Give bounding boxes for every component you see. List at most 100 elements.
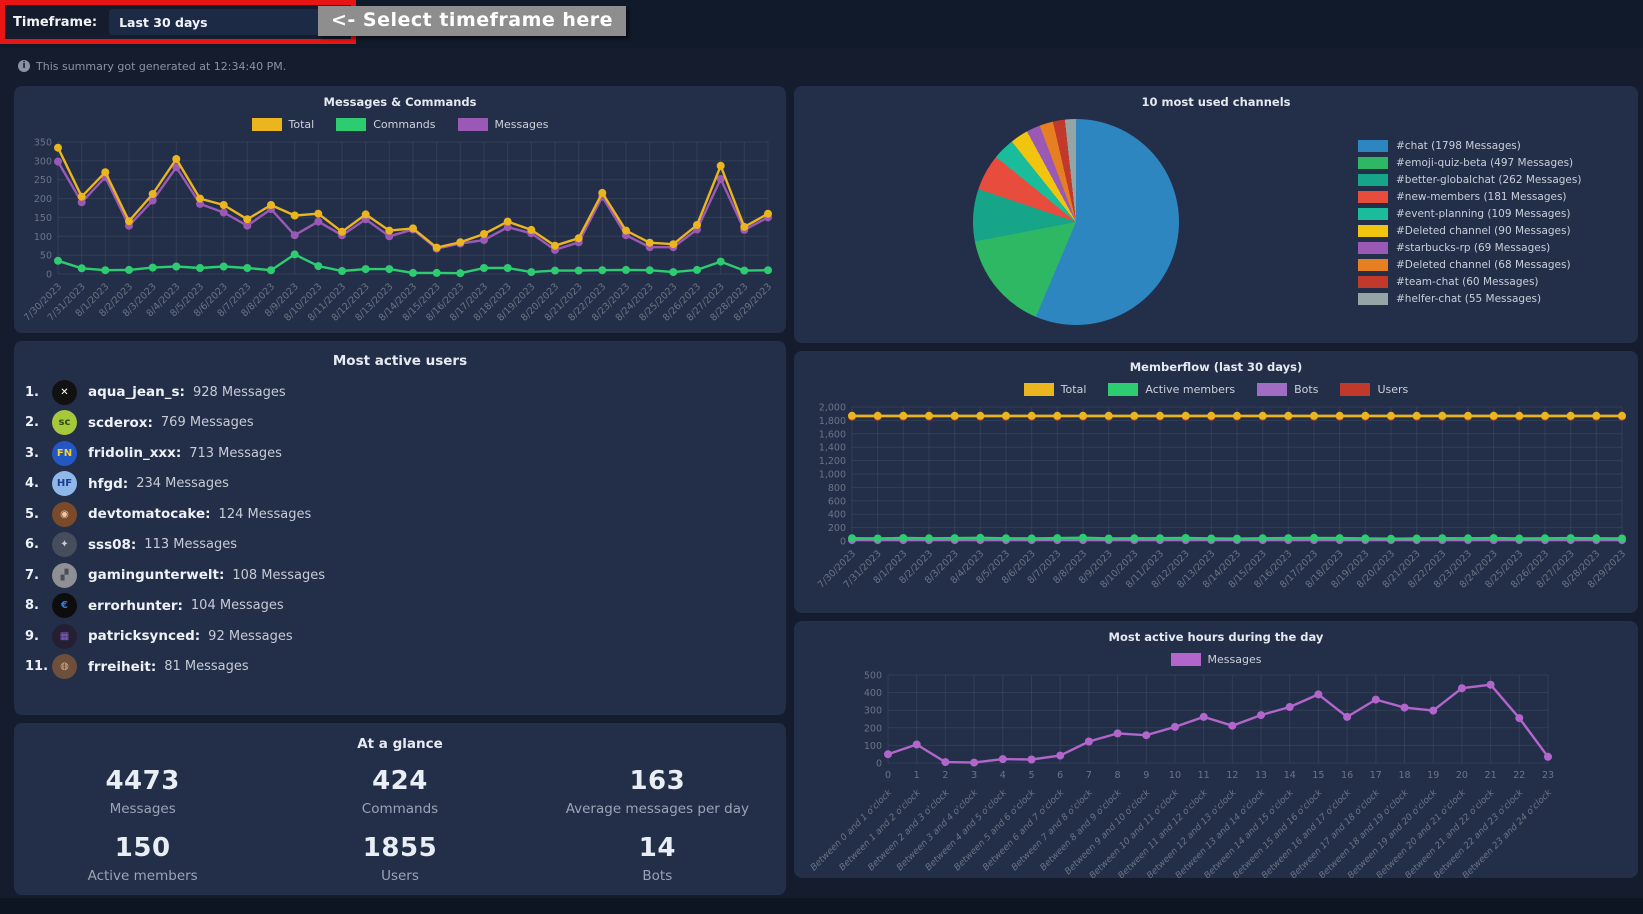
- svg-text:7: 7: [1086, 770, 1092, 781]
- user-row: 4. HF hfgd: 234 Messages: [14, 469, 786, 500]
- svg-text:9: 9: [1143, 770, 1149, 781]
- pie-legend-item[interactable]: #helfer-chat (55 Messages): [1358, 292, 1632, 305]
- svg-text:200: 200: [864, 723, 882, 734]
- glance-stat-value: 424: [372, 766, 428, 796]
- pie-legend-item[interactable]: #starbucks-rp (69 Messages): [1358, 241, 1632, 254]
- pie-legend-item[interactable]: #Deleted channel (68 Messages): [1358, 258, 1632, 271]
- memberflow-chart: 0 200 400 600 800 1,000 1,200 1,400 1,600 1,800 2,…: [794, 397, 1638, 603]
- user-avatar: ✦: [52, 532, 77, 558]
- glance-stat: 163 Average messages per day: [529, 766, 786, 817]
- messages-commands-chart: 0 50 100 150 200 250 300 350 7/30/2023 7/31/2023 8…: [14, 132, 786, 333]
- user-avatar: ◉: [52, 501, 77, 527]
- user-message-count: 124 Messages: [218, 506, 312, 522]
- pie-legend-label: #emoji-quiz-beta (497 Messages): [1396, 156, 1574, 169]
- pie-legend-item[interactable]: #new-members (181 Messages): [1358, 190, 1632, 203]
- legend-item-bots[interactable]: Bots: [1257, 382, 1318, 396]
- most-active-users-list: 1. ✕ aqua_jean_s: 928 Messages 2. sc scderox: 7…: [14, 377, 786, 682]
- channels-pie-legend: #chat (1798 Messages) #emoji-quiz-beta (4…: [1358, 109, 1638, 335]
- timeframe-label: Timeframe:: [13, 14, 98, 30]
- legend-label: Messages: [1207, 652, 1262, 666]
- user-avatar: HF: [52, 471, 77, 497]
- left-column: Messages & Commands Total Commands Message…: [14, 86, 786, 895]
- svg-text:0: 0: [876, 759, 882, 770]
- user-message-count: 113 Messages: [144, 537, 237, 553]
- user-rank: 9.: [25, 628, 39, 644]
- svg-text:0: 0: [840, 537, 846, 548]
- glance-stat-label: Users: [381, 868, 419, 884]
- legend-item-commands[interactable]: Commands: [336, 117, 436, 131]
- user-name: devtomatocake:: [88, 506, 211, 523]
- svg-text:11: 11: [1198, 770, 1210, 781]
- bottom-band: [0, 898, 1643, 914]
- info-icon: i: [18, 60, 30, 72]
- active-hours-chart: 0 100 200 300 400 500 0 1 2 3 4 5 6 7 8 9 10 11 12 13 14 15 16…: [794, 667, 1638, 879]
- user-row: 9. ▦ patricksynced: 92 Messages: [14, 621, 786, 652]
- user-name: frreiheit:: [88, 658, 157, 675]
- glance-stat: 424 Commands: [271, 766, 528, 817]
- svg-text:20: 20: [1456, 770, 1468, 781]
- most-active-users-panel: Most active users 1. ✕ aqua_jean_s: 928 Mes…: [14, 341, 786, 715]
- legend-item-messages[interactable]: Messages: [457, 117, 548, 131]
- svg-text:150: 150: [34, 213, 52, 224]
- pie-legend-swatch: [1358, 258, 1388, 271]
- legend-item-active-members[interactable]: Active members: [1108, 382, 1236, 396]
- pie-legend-item[interactable]: #emoji-quiz-beta (497 Messages): [1358, 156, 1632, 169]
- user-rank: 3.: [25, 445, 39, 461]
- svg-text:200: 200: [34, 194, 52, 205]
- channels-pie-chart: [973, 119, 1179, 325]
- glance-stat-label: Average messages per day: [565, 801, 749, 817]
- pie-legend-label: #starbucks-rp (69 Messages): [1396, 241, 1551, 254]
- glance-stat-label: Commands: [361, 801, 439, 817]
- user-rank: 5.: [25, 506, 39, 522]
- user-row: 7. ▞ gamingunterwelt: 108 Messages: [14, 560, 786, 591]
- legend-swatch: [251, 117, 282, 131]
- user-row: 6. ✦ sss08: 113 Messages: [14, 530, 786, 561]
- svg-text:800: 800: [828, 483, 846, 494]
- legend-item-users[interactable]: Users: [1340, 382, 1408, 396]
- pie-legend-item[interactable]: #chat (1798 Messages): [1358, 139, 1632, 152]
- active-hours-panel: Most active hours during the day Message…: [794, 621, 1638, 878]
- pie-legend-item[interactable]: #better-globalchat (262 Messages): [1358, 173, 1632, 186]
- legend-swatch: [1257, 382, 1288, 396]
- svg-text:1: 1: [914, 770, 920, 781]
- pie-legend-item[interactable]: #Deleted channel (90 Messages): [1358, 224, 1632, 237]
- pie-legend-item[interactable]: #event-planning (109 Messages): [1358, 207, 1632, 220]
- pie-legend-label: #Deleted channel (90 Messages): [1396, 224, 1571, 237]
- user-rank: 1.: [25, 384, 39, 400]
- glance-stat-value: 150: [114, 833, 171, 863]
- svg-text:50: 50: [40, 251, 52, 262]
- legend-label: Active members: [1145, 382, 1236, 396]
- most-active-users-title: Most active users: [332, 353, 468, 369]
- timeframe-hint-label: <- Select timeframe here: [318, 6, 627, 36]
- svg-text:1,400: 1,400: [819, 443, 846, 454]
- user-rank: 6.: [25, 537, 39, 553]
- channels-pie-title: 10 most used channels: [1141, 95, 1291, 109]
- glance-stat: 1855 Users: [271, 833, 528, 884]
- memberflow-panel: Memberflow (last 30 days) Total Active me…: [794, 351, 1638, 613]
- svg-text:0: 0: [885, 770, 891, 781]
- svg-text:8: 8: [1115, 770, 1121, 781]
- legend-item-messages[interactable]: Messages: [1170, 652, 1262, 666]
- top-bar: Timeframe: Last 30 days ▲▼ <- Select tim…: [0, 0, 1643, 48]
- pie-legend-item[interactable]: #team-chat (60 Messages): [1358, 275, 1632, 288]
- user-rank: 8.: [25, 598, 39, 614]
- legend-item-total[interactable]: Total: [251, 117, 314, 131]
- timeframe-selected-value: Last 30 days: [119, 14, 208, 30]
- legend-item-total[interactable]: Total: [1023, 382, 1087, 396]
- svg-text:400: 400: [828, 510, 846, 521]
- user-name: aqua_jean_s:: [88, 384, 185, 401]
- svg-text:350: 350: [34, 138, 52, 149]
- user-rank: 4.: [25, 476, 39, 492]
- timeframe-select[interactable]: Last 30 days ▲▼: [109, 9, 342, 35]
- glance-stat: 4473 Messages: [14, 766, 271, 817]
- legend-swatch: [1023, 382, 1054, 396]
- svg-text:1,000: 1,000: [819, 470, 846, 481]
- svg-text:400: 400: [864, 688, 882, 699]
- glance-stat-value: 14: [638, 833, 676, 863]
- user-name: scderox:: [88, 414, 153, 431]
- user-avatar: ▞: [52, 562, 77, 588]
- user-message-count: 928 Messages: [192, 384, 286, 400]
- memberflow-title: Memberflow (last 30 days): [1129, 360, 1303, 374]
- legend-label: Total: [1060, 382, 1087, 396]
- series-total: [848, 411, 1626, 420]
